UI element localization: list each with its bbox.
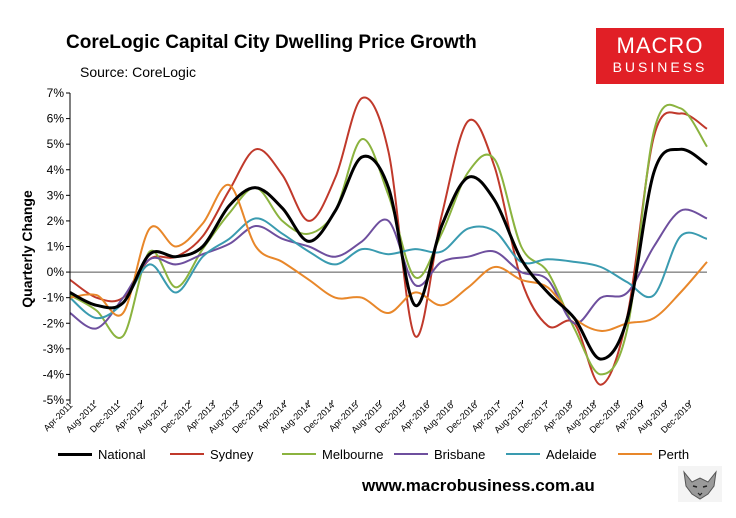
y-axis-label: Quarterly Change <box>19 190 35 308</box>
logo-line-1: MACRO <box>616 33 704 58</box>
series-line-adelaide <box>69 217 708 320</box>
legend-item-sydney: Sydney <box>170 444 253 464</box>
y-tick-label: -4% <box>43 367 65 381</box>
legend-swatch <box>282 453 316 455</box>
y-tick-label: -1% <box>43 291 65 305</box>
y-tick-label: 4% <box>47 163 65 177</box>
legend-item-melbourne: Melbourne <box>282 444 383 464</box>
macro-business-logo: MACRO BUSINESS <box>596 28 724 84</box>
legend-item-national: National <box>58 444 146 464</box>
series-line-national <box>69 147 708 361</box>
legend-label: Melbourne <box>322 446 384 462</box>
series-line-sydney <box>69 96 708 386</box>
logo-line-2: BUSINESS <box>612 59 708 75</box>
website-url: www.macrobusiness.com.au <box>362 476 595 495</box>
chart-title: CoreLogic Capital City Dwelling Price Gr… <box>66 32 477 53</box>
series-line-brisbane <box>69 208 708 330</box>
y-tick-label: 1% <box>47 240 65 254</box>
y-tick-label: -3% <box>43 342 65 356</box>
legend: National Sydney Melbourne Brisbane Adelaide P… <box>58 444 728 464</box>
legend-item-perth: Perth <box>618 444 689 464</box>
legend-label: Brisbane <box>434 446 486 462</box>
legend-swatch <box>58 452 92 456</box>
fox-logo-icon <box>678 466 722 502</box>
y-tick-label: -5% <box>43 393 65 407</box>
chart-source: Source: CoreLogic <box>80 64 196 80</box>
series-line-melbourne <box>69 103 708 376</box>
legend-label: Adelaide <box>546 446 597 462</box>
y-tick-label: 0% <box>47 265 65 279</box>
y-tick-label: 6% <box>47 112 65 126</box>
line-chart: 7%6%5%4%3%2%1%0%-1%-2%-3%-4%-5%Apr-2011A… <box>19 86 708 435</box>
legend-swatch <box>506 453 540 455</box>
series-line-perth <box>69 184 708 332</box>
legend-label: Sydney <box>210 446 254 462</box>
legend-swatch <box>170 453 204 455</box>
legend-swatch <box>618 453 652 455</box>
y-tick-label: -2% <box>43 316 65 330</box>
legend-label: Perth <box>658 446 690 462</box>
legend-label: National <box>98 446 146 462</box>
y-tick-label: 2% <box>47 214 65 228</box>
y-tick-label: 5% <box>47 137 65 151</box>
series-layer <box>69 96 708 386</box>
legend-item-adelaide: Adelaide <box>506 444 597 464</box>
y-tick-label: 3% <box>47 188 65 202</box>
legend-item-brisbane: Brisbane <box>394 444 485 464</box>
legend-swatch <box>394 453 428 455</box>
y-tick-label: 7% <box>47 86 65 100</box>
